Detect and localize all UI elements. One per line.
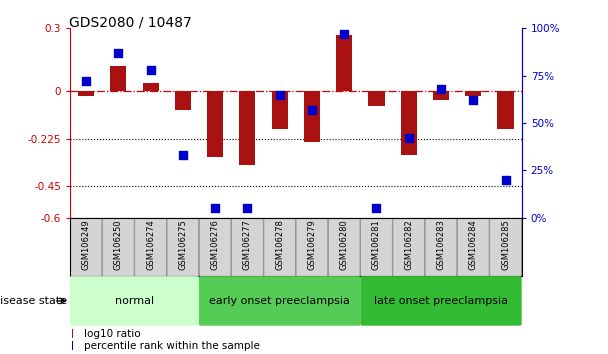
Point xyxy=(81,79,91,84)
FancyBboxPatch shape xyxy=(232,217,263,277)
Text: late onset preeclampsia: late onset preeclampsia xyxy=(374,296,508,306)
Bar xyxy=(142,83,159,91)
Text: GSM106277: GSM106277 xyxy=(243,219,252,270)
Point xyxy=(371,205,381,211)
Point xyxy=(243,205,252,211)
Text: GSM106281: GSM106281 xyxy=(372,219,381,270)
FancyBboxPatch shape xyxy=(361,276,522,326)
Text: GSM106280: GSM106280 xyxy=(340,219,349,270)
Text: GSM106284: GSM106284 xyxy=(469,219,478,270)
Text: early onset preeclampsia: early onset preeclampsia xyxy=(209,296,350,306)
Point xyxy=(468,97,478,103)
FancyBboxPatch shape xyxy=(199,217,231,277)
FancyBboxPatch shape xyxy=(328,217,360,277)
FancyBboxPatch shape xyxy=(167,217,199,277)
Text: disease state: disease state xyxy=(0,296,67,306)
Point xyxy=(146,67,156,73)
Point xyxy=(307,107,317,113)
Bar xyxy=(207,91,223,157)
FancyBboxPatch shape xyxy=(264,217,295,277)
FancyBboxPatch shape xyxy=(393,217,424,277)
Text: GSM106276: GSM106276 xyxy=(210,219,219,270)
Bar xyxy=(110,66,126,91)
Bar xyxy=(465,91,482,96)
Point xyxy=(500,177,510,183)
Bar xyxy=(336,35,352,91)
Bar xyxy=(433,91,449,100)
Text: GSM106283: GSM106283 xyxy=(437,219,446,270)
Point xyxy=(339,31,349,37)
Text: GSM106249: GSM106249 xyxy=(81,219,91,270)
Text: GSM106282: GSM106282 xyxy=(404,219,413,270)
FancyBboxPatch shape xyxy=(361,217,392,277)
Bar xyxy=(304,91,320,142)
Point xyxy=(436,86,446,92)
Point xyxy=(178,152,188,158)
FancyBboxPatch shape xyxy=(70,276,199,326)
Text: GSM106275: GSM106275 xyxy=(178,219,187,270)
FancyBboxPatch shape xyxy=(135,217,167,277)
Text: GSM106250: GSM106250 xyxy=(114,219,123,270)
FancyBboxPatch shape xyxy=(296,217,328,277)
Text: GSM106274: GSM106274 xyxy=(146,219,155,270)
Bar xyxy=(174,91,191,110)
Point xyxy=(275,92,285,97)
Text: GSM106285: GSM106285 xyxy=(501,219,510,270)
Bar xyxy=(272,91,288,129)
Point xyxy=(210,205,220,211)
Text: GDS2080 / 10487: GDS2080 / 10487 xyxy=(69,16,192,30)
Bar xyxy=(78,91,94,96)
FancyBboxPatch shape xyxy=(71,217,102,277)
FancyBboxPatch shape xyxy=(489,217,521,277)
Point xyxy=(404,135,413,141)
Point xyxy=(114,50,123,56)
Text: GSM106278: GSM106278 xyxy=(275,219,284,270)
Text: normal: normal xyxy=(115,296,154,306)
FancyBboxPatch shape xyxy=(199,276,361,326)
FancyBboxPatch shape xyxy=(103,217,134,277)
Bar xyxy=(240,91,255,165)
Bar xyxy=(368,91,384,106)
Text: percentile rank within the sample: percentile rank within the sample xyxy=(83,341,260,351)
FancyBboxPatch shape xyxy=(425,217,457,277)
Text: log10 ratio: log10 ratio xyxy=(83,329,140,339)
Text: GSM106279: GSM106279 xyxy=(308,219,316,270)
FancyBboxPatch shape xyxy=(457,217,489,277)
Bar xyxy=(497,91,514,129)
Bar xyxy=(401,91,417,155)
